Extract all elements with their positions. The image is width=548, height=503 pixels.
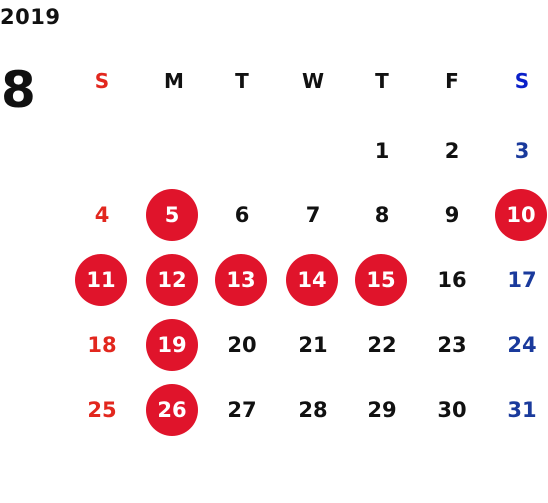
day-cell-highlighted: 5 — [146, 189, 198, 241]
month-number: 8 — [1, 61, 36, 119]
day-cell: 30 — [437, 397, 467, 422]
day-cell-highlighted: 19 — [146, 319, 198, 371]
day-cell-highlighted: 14 — [286, 254, 338, 306]
day-cell-saturday: 3 — [514, 138, 530, 163]
day-cell: 28 — [298, 397, 328, 422]
day-cell-highlighted: 26 — [146, 384, 198, 436]
day-cell: 9 — [444, 202, 460, 227]
day-cell: 22 — [367, 332, 397, 357]
day-cell-sunday: 4 — [94, 202, 110, 227]
weekday-header-thursday: T — [375, 69, 389, 93]
day-cell-highlighted: 13 — [215, 254, 267, 306]
day-cell: 8 — [374, 202, 390, 227]
day-cell: 1 — [374, 138, 390, 163]
day-cell: 16 — [437, 267, 467, 292]
weekday-header-sunday: S — [94, 69, 110, 93]
weekday-header-friday: F — [445, 69, 459, 93]
weekday-header-monday: M — [164, 69, 184, 93]
day-cell: 21 — [298, 332, 328, 357]
day-cell: 27 — [227, 397, 257, 422]
day-cell-highlighted: 12 — [146, 254, 198, 306]
day-cell-highlighted: 11 — [75, 254, 127, 306]
day-cell-sunday: 18 — [87, 332, 117, 357]
day-cell-sunday: 25 — [87, 397, 117, 422]
weekday-header-saturday: S — [514, 69, 530, 93]
weekday-header-wednesday: W — [301, 69, 325, 93]
day-cell-saturday: 17 — [507, 267, 537, 292]
day-cell-highlighted: 15 — [355, 254, 407, 306]
day-cell-saturday: 31 — [507, 397, 537, 422]
weekday-header-tuesday: T — [235, 69, 249, 93]
year-label: 2019 — [0, 5, 61, 29]
day-cell-highlighted: 10 — [495, 189, 547, 241]
day-cell: 6 — [234, 202, 250, 227]
day-cell: 2 — [444, 138, 460, 163]
day-cell-saturday: 24 — [507, 332, 537, 357]
day-cell: 29 — [367, 397, 397, 422]
day-cell: 7 — [305, 202, 321, 227]
day-cell: 20 — [227, 332, 257, 357]
day-cell: 23 — [437, 332, 467, 357]
